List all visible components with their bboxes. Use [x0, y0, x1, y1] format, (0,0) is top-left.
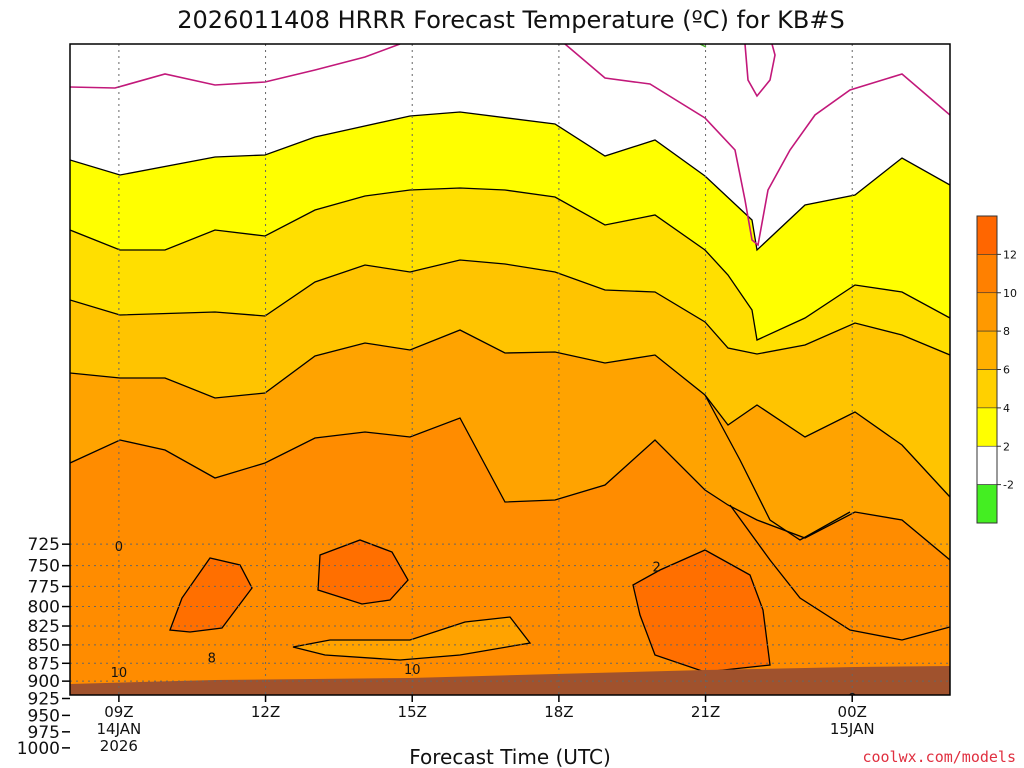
x-tick-label: 18Z: [544, 703, 573, 721]
x-axis-label: Forecast Time (UTC): [409, 745, 611, 768]
colorbar-label: 4: [1003, 402, 1010, 415]
pocket-12-b: [317, 539, 409, 605]
grid-lines: [70, 44, 950, 695]
contour-lines: [70, 111, 950, 641]
y-tick-label: 775: [28, 577, 60, 597]
x-tick-label: 15JAN: [830, 720, 875, 738]
colorbar-swatch: [976, 330, 998, 370]
contour-8-lower: [704, 394, 851, 541]
contour-10: [70, 417, 950, 561]
ground-surface: [70, 666, 950, 695]
contour-label-bg: [353, 735, 373, 750]
contour-4: [70, 187, 950, 341]
colorbar-label: 12: [1003, 248, 1017, 261]
contour-6: [70, 259, 950, 356]
contour-10-lower: [729, 504, 950, 641]
y-tick-label: 850: [28, 636, 60, 656]
x-tick-label: 2026: [100, 737, 138, 755]
contour-0: [70, 44, 950, 247]
contour-label: 8: [848, 692, 856, 707]
pocket-10-d: [292, 616, 532, 661]
contour-label: 12: [355, 724, 372, 739]
colorbar-label: 6: [1003, 364, 1010, 377]
y-tick-label: 800: [28, 598, 60, 618]
contour-label: 8: [208, 651, 216, 666]
plot-area: 02881010101212: [70, 44, 950, 752]
x-tick-label: 15Z: [398, 703, 427, 721]
y-tick-label: 750: [28, 557, 60, 577]
credit-text: coolwx.com/models: [862, 748, 1016, 766]
contour-label: 2: [653, 560, 661, 575]
y-tick-label: 725: [28, 535, 60, 555]
contour-label-bg: [353, 722, 373, 737]
y-tick-label: 1000: [17, 739, 60, 759]
y-tick-label: 925: [28, 689, 60, 709]
x-tick-label: 09Z: [104, 703, 133, 721]
y-tick-label: 825: [28, 617, 60, 637]
y-tick-label: 900: [28, 672, 60, 692]
plot-frame: [69, 43, 951, 696]
x-tick-label: 14JAN: [97, 720, 142, 738]
pocket-12-c: [632, 549, 771, 673]
colorbar-label: -2: [1003, 479, 1014, 492]
x-tick-label: 00Z: [838, 703, 867, 721]
colorbar-swatch: [976, 407, 998, 447]
contour-8: [70, 329, 950, 498]
contour-label: 10: [355, 737, 372, 752]
y-tick-label: 975: [28, 723, 60, 743]
colorbar-swatch: [976, 254, 998, 294]
contour-label: 0: [115, 540, 123, 555]
chart-title: 2026011408 HRRR Forecast Temperature (ºC…: [177, 6, 844, 34]
colorbar-swatch: [976, 445, 998, 485]
contour-label: 10: [404, 663, 421, 678]
colorbar-label: 8: [1003, 325, 1010, 338]
contour-labels: 02881010101212: [111, 540, 857, 752]
x-tick-label: 21Z: [691, 703, 720, 721]
colorbar-label: 10: [1003, 287, 1017, 300]
y-tick-label: 875: [28, 654, 60, 674]
colorbar-label: 2: [1003, 440, 1010, 453]
x-tick-label: 12Z: [251, 703, 280, 721]
contour-2: [70, 111, 950, 252]
colorbar-swatch: [976, 292, 998, 332]
colorbar-swatch: [976, 369, 998, 409]
colorbar-swatch: [976, 484, 998, 524]
contour-label: 10: [111, 666, 128, 681]
y-tick-label: 950: [28, 706, 60, 726]
pocket-12-a: [169, 557, 253, 633]
colorbar-swatch: [976, 215, 998, 255]
colorbar: 12 10 8 6 4 2 -2: [976, 215, 1017, 524]
